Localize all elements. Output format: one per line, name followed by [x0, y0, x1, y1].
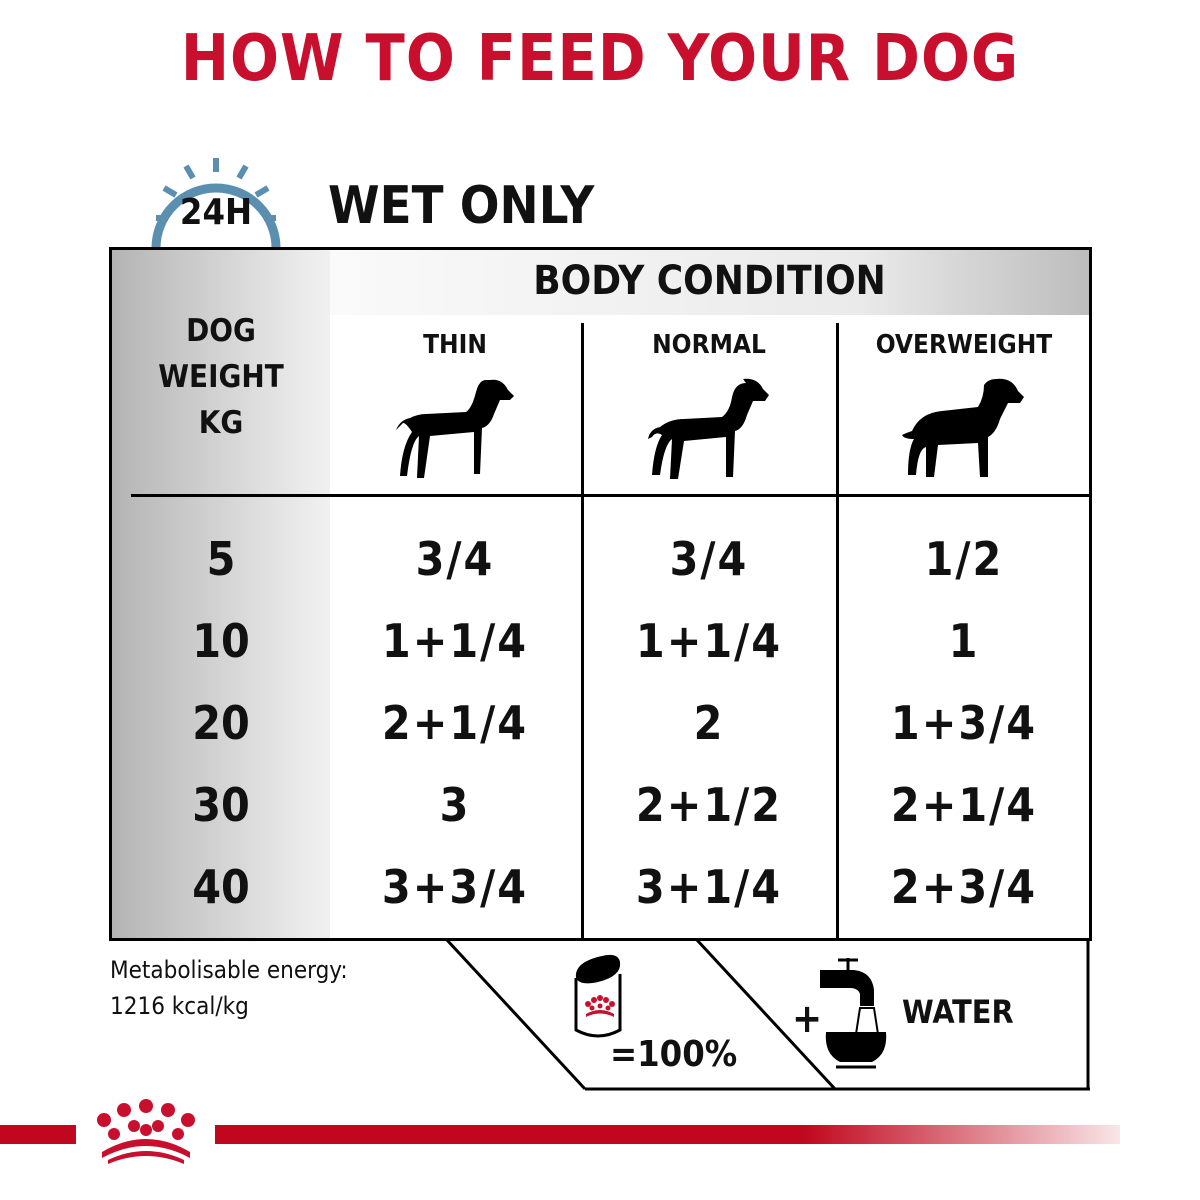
normal-dog-icon — [648, 378, 769, 479]
portion-cell: 3+1/4 — [635, 860, 783, 914]
weight-column-bg — [112, 250, 330, 938]
column-divider — [836, 323, 839, 938]
header-divider — [131, 494, 1089, 497]
section-title: WET ONLY — [328, 176, 595, 236]
weight-cell: 40 — [192, 860, 250, 914]
brand-bar-left — [0, 1125, 76, 1144]
portion-cell: 1/2 — [924, 532, 1004, 586]
energy-label: Metabolisable energy: — [110, 956, 348, 984]
energy-value: 1216 kcal/kg — [110, 992, 249, 1020]
portion-cell: 2+3/4 — [890, 860, 1038, 914]
column-header-overweight: OVERWEIGHT — [875, 330, 1053, 360]
portion-cell: 3 — [439, 778, 471, 832]
wet-can-icon — [574, 954, 622, 1038]
portion-cell: 3/4 — [669, 532, 749, 586]
thin-dog-icon — [396, 379, 514, 478]
column-divider — [581, 323, 584, 938]
portion-cell: 2 — [693, 696, 725, 750]
weight-header-line: KG — [198, 405, 244, 441]
weight-header-line: DOG — [186, 313, 256, 349]
portion-cell: 2+1/2 — [635, 778, 783, 832]
portion-cell: 1+3/4 — [890, 696, 1038, 750]
weight-cell: 10 — [192, 614, 250, 668]
portion-cell: 3+3/4 — [381, 860, 529, 914]
wet-percentage: =100% — [610, 1034, 738, 1075]
weight-cell: 20 — [192, 696, 250, 750]
energy-info: Metabolisable energy: 1216 kcal/kg — [110, 952, 348, 1024]
dog-weight-header: DOG WEIGHT KG — [112, 308, 330, 446]
column-header-normal: NORMAL — [652, 330, 766, 360]
clock-label: 24H — [179, 192, 253, 233]
portion-cell: 2+1/4 — [381, 696, 529, 750]
clock-icon — [151, 158, 281, 249]
column-header-thin: THIN — [423, 330, 487, 360]
weight-cell: 30 — [192, 778, 250, 832]
body-condition-band — [330, 250, 1089, 315]
weight-header-line: WEIGHT — [158, 359, 284, 395]
portion-cell: 2+1/4 — [890, 778, 1038, 832]
feeding-table: BODY CONDITION DOG WEIGHT KG THIN NORMAL… — [109, 247, 1092, 941]
page-title: HOW TO FEED YOUR DOG — [180, 22, 1020, 96]
brand-bar-right — [215, 1125, 1120, 1144]
plus-sign: + — [792, 996, 823, 1042]
water-label: WATER — [902, 993, 1014, 1031]
portion-cell: 1 — [948, 614, 980, 668]
weight-cell: 5 — [206, 532, 236, 586]
water-tap-icon — [820, 958, 887, 1069]
portion-cell: 1+1/4 — [635, 614, 783, 668]
body-condition-header: BODY CONDITION — [533, 258, 886, 304]
overweight-dog-icon — [902, 378, 1024, 477]
portion-cell: 1+1/4 — [381, 614, 529, 668]
royal-canin-crown-logo — [97, 1099, 195, 1164]
portion-cell: 3/4 — [415, 532, 495, 586]
